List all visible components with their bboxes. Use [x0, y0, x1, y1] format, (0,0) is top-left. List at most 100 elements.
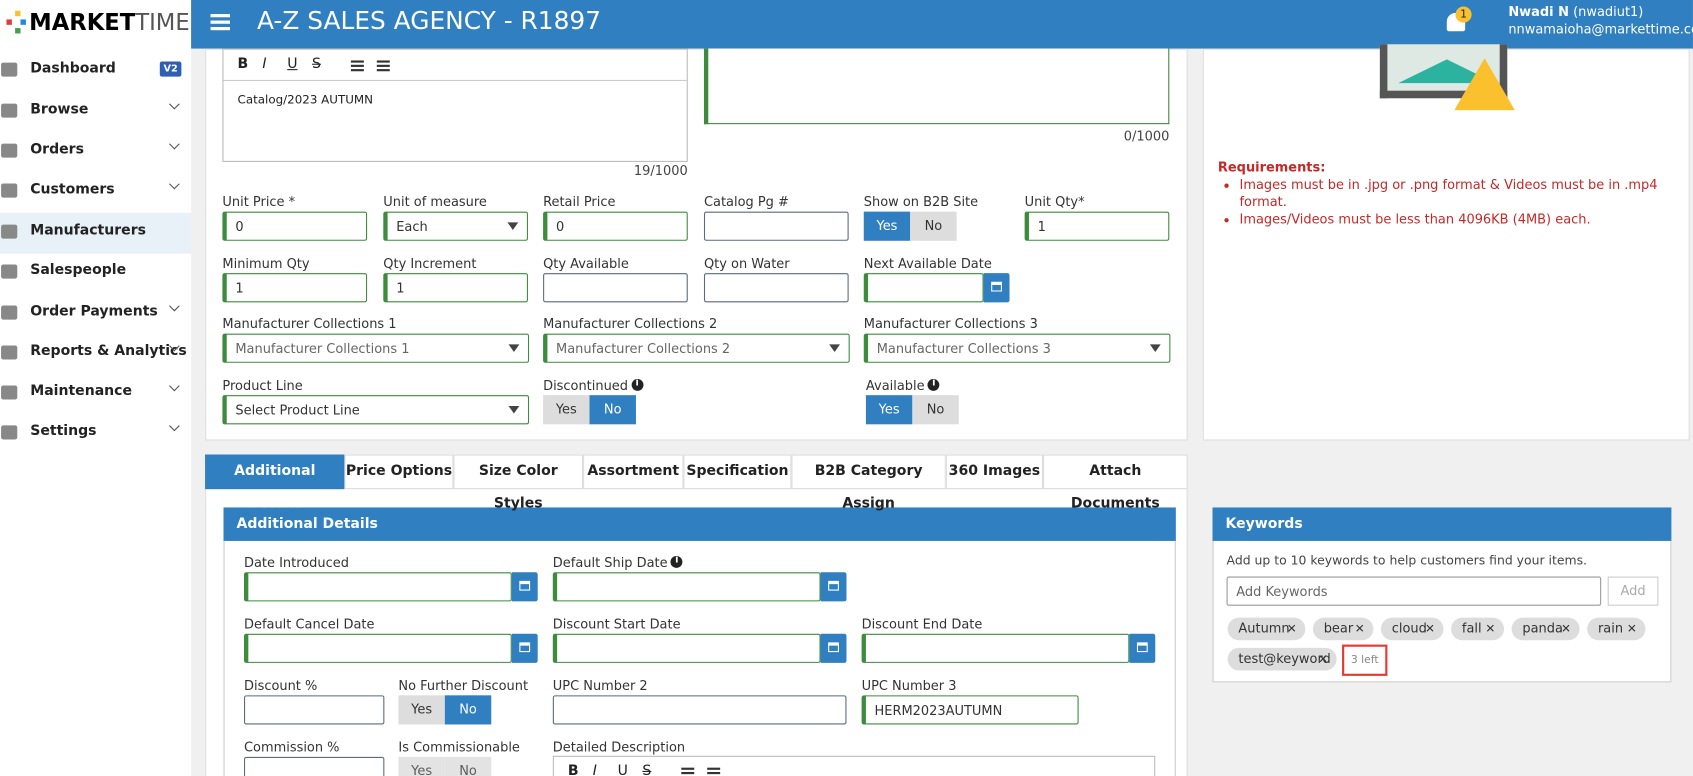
label-text: Catalog Pg #: [703, 194, 789, 210]
tab[interactable]: Additional Details: [205, 454, 345, 512]
toggle-option[interactable]: No: [912, 395, 959, 425]
tab[interactable]: Assortment: [583, 454, 684, 490]
format-button[interactable]: I: [592, 763, 597, 776]
select-field[interactable]: Manufacturer Collections 3: [863, 333, 1171, 363]
toggle-option[interactable]: No: [444, 695, 492, 725]
select-field[interactable]: Each: [383, 211, 528, 241]
label-text: Unit of measure: [383, 194, 487, 210]
date-field[interactable]: [863, 273, 984, 303]
menu-button[interactable]: [210, 14, 230, 18]
date-field[interactable]: [244, 572, 512, 602]
add-button[interactable]: Add: [1607, 576, 1659, 606]
toggle-option[interactable]: Yes: [543, 395, 590, 425]
label-text: Discount %: [244, 678, 318, 694]
nav-item[interactable]: Manufacturers: [30, 222, 146, 239]
calendar-button[interactable]: [511, 633, 538, 663]
input-field[interactable]: [703, 211, 849, 241]
user-id: (nwadiut1): [1573, 4, 1644, 20]
keyword-tag[interactable]: bear: [1312, 617, 1374, 641]
date-field[interactable]: [552, 633, 821, 663]
tab[interactable]: Attach Documents: [1042, 454, 1188, 512]
tab[interactable]: 360 Images: [945, 454, 1043, 490]
toggle-option[interactable]: Yes: [398, 756, 445, 776]
keyword-input[interactable]: Add Keywords: [1226, 576, 1602, 606]
format-button[interactable]: B: [567, 763, 579, 776]
label-text: Default Cancel Date: [244, 616, 375, 632]
nav-item[interactable]: Reports & Analytics: [30, 343, 187, 360]
calendar-button[interactable]: [820, 572, 847, 602]
field-label: Detailed Description: [553, 740, 685, 755]
label-text: Minimum Qty: [222, 255, 310, 272]
keyword-tag[interactable]: fall: [1451, 617, 1505, 641]
date-field[interactable]: [861, 633, 1130, 663]
nav-item[interactable]: Maintenance: [30, 383, 133, 400]
tab[interactable]: B2B Category Assign: [791, 454, 946, 512]
input-field[interactable]: 0: [222, 211, 368, 241]
toggle-option[interactable]: No: [910, 211, 957, 241]
tab[interactable]: Specification: [683, 454, 792, 490]
format-button[interactable]: B: [237, 56, 249, 73]
calendar-button[interactable]: [1129, 633, 1156, 663]
label-text: Is Commissionable: [398, 739, 520, 755]
list-button[interactable]: [707, 767, 721, 770]
toggle-option[interactable]: Yes: [863, 211, 911, 241]
list-button[interactable]: [350, 60, 364, 63]
input-field[interactable]: [244, 695, 385, 725]
nav-item[interactable]: Dashboard: [30, 60, 116, 77]
input-field[interactable]: [552, 695, 847, 725]
label-text: Default Ship Date: [552, 554, 668, 571]
field-label: Is Commissionable: [398, 740, 519, 755]
info-icon[interactable]: [631, 378, 644, 391]
format-button[interactable]: S: [312, 56, 321, 73]
select-field[interactable]: Manufacturer Collections 2: [543, 333, 850, 363]
input-field[interactable]: [244, 756, 385, 776]
list-button[interactable]: [376, 60, 390, 63]
input-field[interactable]: HERM2023AUTUMN: [861, 695, 1079, 725]
input-field[interactable]: 1: [222, 273, 368, 303]
nav-item[interactable]: Settings: [30, 423, 97, 440]
format-button[interactable]: U: [287, 56, 298, 73]
page-title: A-Z SALES AGENCY - R1897: [256, 7, 602, 36]
input-field[interactable]: 1: [383, 273, 528, 303]
date-field[interactable]: [244, 633, 512, 663]
nav-item[interactable]: Browse: [30, 101, 89, 118]
keyword-tag[interactable]: panda: [1511, 617, 1580, 641]
keyword-tag[interactable]: Autumn: [1227, 617, 1306, 641]
calendar-button[interactable]: [820, 633, 847, 663]
toggle-option[interactable]: No: [589, 395, 636, 425]
toggle-option[interactable]: No: [444, 756, 492, 776]
input-field[interactable]: 0: [543, 211, 688, 241]
keyword-tag[interactable]: rain: [1587, 617, 1646, 641]
toggle-option[interactable]: Yes: [865, 395, 913, 425]
format-button[interactable]: S: [642, 763, 652, 776]
format-button[interactable]: U: [617, 763, 628, 776]
date-field[interactable]: [552, 572, 821, 602]
input-field[interactable]: 1: [1024, 211, 1170, 241]
info-icon[interactable]: [670, 555, 683, 568]
calendar-button[interactable]: [983, 273, 1010, 303]
tab[interactable]: Price Options: [344, 454, 454, 490]
tab[interactable]: Size Color Styles: [453, 454, 584, 512]
toggle-option[interactable]: Yes: [398, 695, 445, 725]
select-field[interactable]: Manufacturer Collections 1: [222, 333, 530, 363]
field-label: UPC Number 2: [553, 678, 648, 693]
notes-textarea[interactable]: [703, 48, 1170, 125]
list-button[interactable]: [681, 767, 695, 770]
format-button[interactable]: I: [262, 56, 267, 73]
nav-item[interactable]: Customers: [30, 181, 115, 198]
label-text: Detailed Description: [552, 739, 686, 755]
calendar-button[interactable]: [511, 572, 538, 602]
nav-item[interactable]: Order Payments: [30, 303, 158, 320]
select-field[interactable]: Select Product Line: [222, 395, 530, 425]
nav-item[interactable]: Orders: [30, 141, 84, 158]
keyword-tag[interactable]: test@keyword: [1227, 647, 1337, 671]
field-label: Discount %: [244, 678, 317, 693]
input-field[interactable]: [703, 273, 849, 303]
nav-item[interactable]: Salespeople: [30, 262, 127, 279]
field-label: Unit of measure: [383, 194, 487, 209]
nav-icon: [1, 385, 18, 400]
input-field[interactable]: [543, 273, 688, 303]
keyword-tag[interactable]: cloud: [1380, 617, 1444, 641]
info-icon[interactable]: [927, 378, 940, 391]
